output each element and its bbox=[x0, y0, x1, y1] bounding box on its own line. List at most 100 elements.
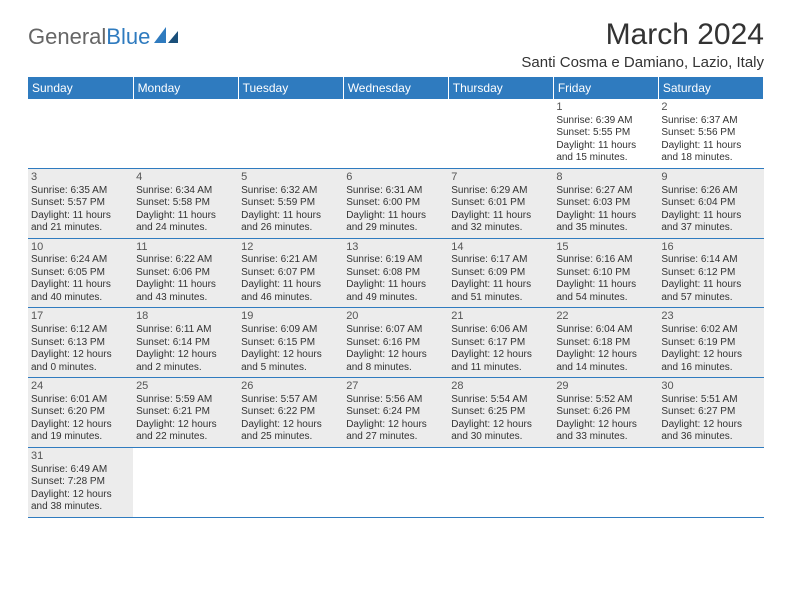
calendar-week: 3Sunrise: 6:35 AMSunset: 5:57 PMDaylight… bbox=[28, 168, 764, 238]
month-title: March 2024 bbox=[521, 18, 764, 52]
calendar-day bbox=[238, 447, 343, 517]
calendar-day: 4Sunrise: 6:34 AMSunset: 5:58 PMDaylight… bbox=[133, 168, 238, 238]
calendar-day: 7Sunrise: 6:29 AMSunset: 6:01 PMDaylight… bbox=[448, 168, 553, 238]
calendar-day: 23Sunrise: 6:02 AMSunset: 6:19 PMDayligh… bbox=[658, 308, 763, 378]
calendar-day: 24Sunrise: 6:01 AMSunset: 6:20 PMDayligh… bbox=[28, 378, 133, 448]
day-number: 11 bbox=[136, 241, 235, 255]
day-info: Sunrise: 6:16 AMSunset: 6:10 PMDaylight:… bbox=[556, 254, 655, 304]
calendar-week: 1Sunrise: 6:39 AMSunset: 5:55 PMDaylight… bbox=[28, 99, 764, 168]
day-header: Saturday bbox=[658, 77, 763, 99]
location: Santi Cosma e Damiano, Lazio, Italy bbox=[521, 54, 764, 71]
day-number: 9 bbox=[661, 171, 760, 185]
header: GeneralBlue March 2024 Santi Cosma e Dam… bbox=[28, 18, 764, 71]
calendar-day: 26Sunrise: 5:57 AMSunset: 6:22 PMDayligh… bbox=[238, 378, 343, 448]
day-number: 17 bbox=[31, 310, 130, 324]
calendar-week: 31Sunrise: 6:49 AMSunset: 7:28 PMDayligh… bbox=[28, 447, 764, 517]
calendar-day bbox=[133, 99, 238, 168]
calendar-day: 25Sunrise: 5:59 AMSunset: 6:21 PMDayligh… bbox=[133, 378, 238, 448]
day-info: Sunrise: 6:32 AMSunset: 5:59 PMDaylight:… bbox=[241, 185, 340, 235]
day-number: 12 bbox=[241, 241, 340, 255]
brand-blue: Blue bbox=[106, 24, 150, 50]
day-header: Wednesday bbox=[343, 77, 448, 99]
calendar-day bbox=[133, 447, 238, 517]
calendar-day: 19Sunrise: 6:09 AMSunset: 6:15 PMDayligh… bbox=[238, 308, 343, 378]
day-info: Sunrise: 6:17 AMSunset: 6:09 PMDaylight:… bbox=[451, 254, 550, 304]
day-number: 1 bbox=[556, 101, 655, 115]
calendar-day: 8Sunrise: 6:27 AMSunset: 6:03 PMDaylight… bbox=[553, 168, 658, 238]
day-info: Sunrise: 5:56 AMSunset: 6:24 PMDaylight:… bbox=[346, 394, 445, 444]
calendar-day bbox=[28, 99, 133, 168]
title-block: March 2024 Santi Cosma e Damiano, Lazio,… bbox=[521, 18, 764, 71]
calendar-day: 11Sunrise: 6:22 AMSunset: 6:06 PMDayligh… bbox=[133, 238, 238, 308]
day-number: 20 bbox=[346, 310, 445, 324]
day-number: 15 bbox=[556, 241, 655, 255]
day-header: Monday bbox=[133, 77, 238, 99]
day-info: Sunrise: 6:11 AMSunset: 6:14 PMDaylight:… bbox=[136, 324, 235, 374]
day-number: 31 bbox=[31, 450, 130, 464]
day-info: Sunrise: 5:52 AMSunset: 6:26 PMDaylight:… bbox=[556, 394, 655, 444]
calendar-day: 31Sunrise: 6:49 AMSunset: 7:28 PMDayligh… bbox=[28, 447, 133, 517]
calendar-day: 27Sunrise: 5:56 AMSunset: 6:24 PMDayligh… bbox=[343, 378, 448, 448]
sail-icon bbox=[152, 25, 180, 45]
day-info: Sunrise: 6:21 AMSunset: 6:07 PMDaylight:… bbox=[241, 254, 340, 304]
calendar-head: SundayMondayTuesdayWednesdayThursdayFrid… bbox=[28, 77, 764, 99]
day-info: Sunrise: 6:14 AMSunset: 6:12 PMDaylight:… bbox=[661, 254, 760, 304]
day-info: Sunrise: 6:09 AMSunset: 6:15 PMDaylight:… bbox=[241, 324, 340, 374]
day-info: Sunrise: 6:07 AMSunset: 6:16 PMDaylight:… bbox=[346, 324, 445, 374]
calendar-day: 20Sunrise: 6:07 AMSunset: 6:16 PMDayligh… bbox=[343, 308, 448, 378]
day-number: 27 bbox=[346, 380, 445, 394]
calendar-day: 14Sunrise: 6:17 AMSunset: 6:09 PMDayligh… bbox=[448, 238, 553, 308]
calendar-day bbox=[553, 447, 658, 517]
day-info: Sunrise: 6:24 AMSunset: 6:05 PMDaylight:… bbox=[31, 254, 130, 304]
day-header-row: SundayMondayTuesdayWednesdayThursdayFrid… bbox=[28, 77, 764, 99]
calendar-day bbox=[343, 99, 448, 168]
calendar-day: 22Sunrise: 6:04 AMSunset: 6:18 PMDayligh… bbox=[553, 308, 658, 378]
brand-general: General bbox=[28, 24, 106, 50]
day-number: 3 bbox=[31, 171, 130, 185]
calendar-day bbox=[448, 99, 553, 168]
day-info: Sunrise: 6:27 AMSunset: 6:03 PMDaylight:… bbox=[556, 185, 655, 235]
calendar-day: 3Sunrise: 6:35 AMSunset: 5:57 PMDaylight… bbox=[28, 168, 133, 238]
day-number: 4 bbox=[136, 171, 235, 185]
calendar-day: 30Sunrise: 5:51 AMSunset: 6:27 PMDayligh… bbox=[658, 378, 763, 448]
day-info: Sunrise: 6:01 AMSunset: 6:20 PMDaylight:… bbox=[31, 394, 130, 444]
calendar-table: SundayMondayTuesdayWednesdayThursdayFrid… bbox=[28, 77, 764, 518]
day-number: 18 bbox=[136, 310, 235, 324]
calendar-day bbox=[343, 447, 448, 517]
calendar-day: 12Sunrise: 6:21 AMSunset: 6:07 PMDayligh… bbox=[238, 238, 343, 308]
calendar-day: 10Sunrise: 6:24 AMSunset: 6:05 PMDayligh… bbox=[28, 238, 133, 308]
day-header: Thursday bbox=[448, 77, 553, 99]
day-number: 23 bbox=[661, 310, 760, 324]
day-number: 28 bbox=[451, 380, 550, 394]
day-number: 6 bbox=[346, 171, 445, 185]
day-info: Sunrise: 5:54 AMSunset: 6:25 PMDaylight:… bbox=[451, 394, 550, 444]
day-info: Sunrise: 6:49 AMSunset: 7:28 PMDaylight:… bbox=[31, 464, 130, 514]
calendar-week: 10Sunrise: 6:24 AMSunset: 6:05 PMDayligh… bbox=[28, 238, 764, 308]
day-number: 8 bbox=[556, 171, 655, 185]
day-header: Friday bbox=[553, 77, 658, 99]
day-info: Sunrise: 6:06 AMSunset: 6:17 PMDaylight:… bbox=[451, 324, 550, 374]
day-number: 14 bbox=[451, 241, 550, 255]
calendar-day: 9Sunrise: 6:26 AMSunset: 6:04 PMDaylight… bbox=[658, 168, 763, 238]
calendar-day: 16Sunrise: 6:14 AMSunset: 6:12 PMDayligh… bbox=[658, 238, 763, 308]
day-number: 22 bbox=[556, 310, 655, 324]
day-info: Sunrise: 6:26 AMSunset: 6:04 PMDaylight:… bbox=[661, 185, 760, 235]
day-info: Sunrise: 6:35 AMSunset: 5:57 PMDaylight:… bbox=[31, 185, 130, 235]
day-info: Sunrise: 6:02 AMSunset: 6:19 PMDaylight:… bbox=[661, 324, 760, 374]
day-number: 7 bbox=[451, 171, 550, 185]
calendar-day: 29Sunrise: 5:52 AMSunset: 6:26 PMDayligh… bbox=[553, 378, 658, 448]
day-number: 24 bbox=[31, 380, 130, 394]
day-info: Sunrise: 6:34 AMSunset: 5:58 PMDaylight:… bbox=[136, 185, 235, 235]
calendar-day: 1Sunrise: 6:39 AMSunset: 5:55 PMDaylight… bbox=[553, 99, 658, 168]
calendar-week: 24Sunrise: 6:01 AMSunset: 6:20 PMDayligh… bbox=[28, 378, 764, 448]
day-number: 29 bbox=[556, 380, 655, 394]
day-number: 16 bbox=[661, 241, 760, 255]
calendar-day: 13Sunrise: 6:19 AMSunset: 6:08 PMDayligh… bbox=[343, 238, 448, 308]
day-info: Sunrise: 6:39 AMSunset: 5:55 PMDaylight:… bbox=[556, 115, 655, 165]
calendar-day: 5Sunrise: 6:32 AMSunset: 5:59 PMDaylight… bbox=[238, 168, 343, 238]
day-number: 5 bbox=[241, 171, 340, 185]
calendar-week: 17Sunrise: 6:12 AMSunset: 6:13 PMDayligh… bbox=[28, 308, 764, 378]
day-info: Sunrise: 6:37 AMSunset: 5:56 PMDaylight:… bbox=[661, 115, 760, 165]
day-header: Tuesday bbox=[238, 77, 343, 99]
calendar-day: 15Sunrise: 6:16 AMSunset: 6:10 PMDayligh… bbox=[553, 238, 658, 308]
